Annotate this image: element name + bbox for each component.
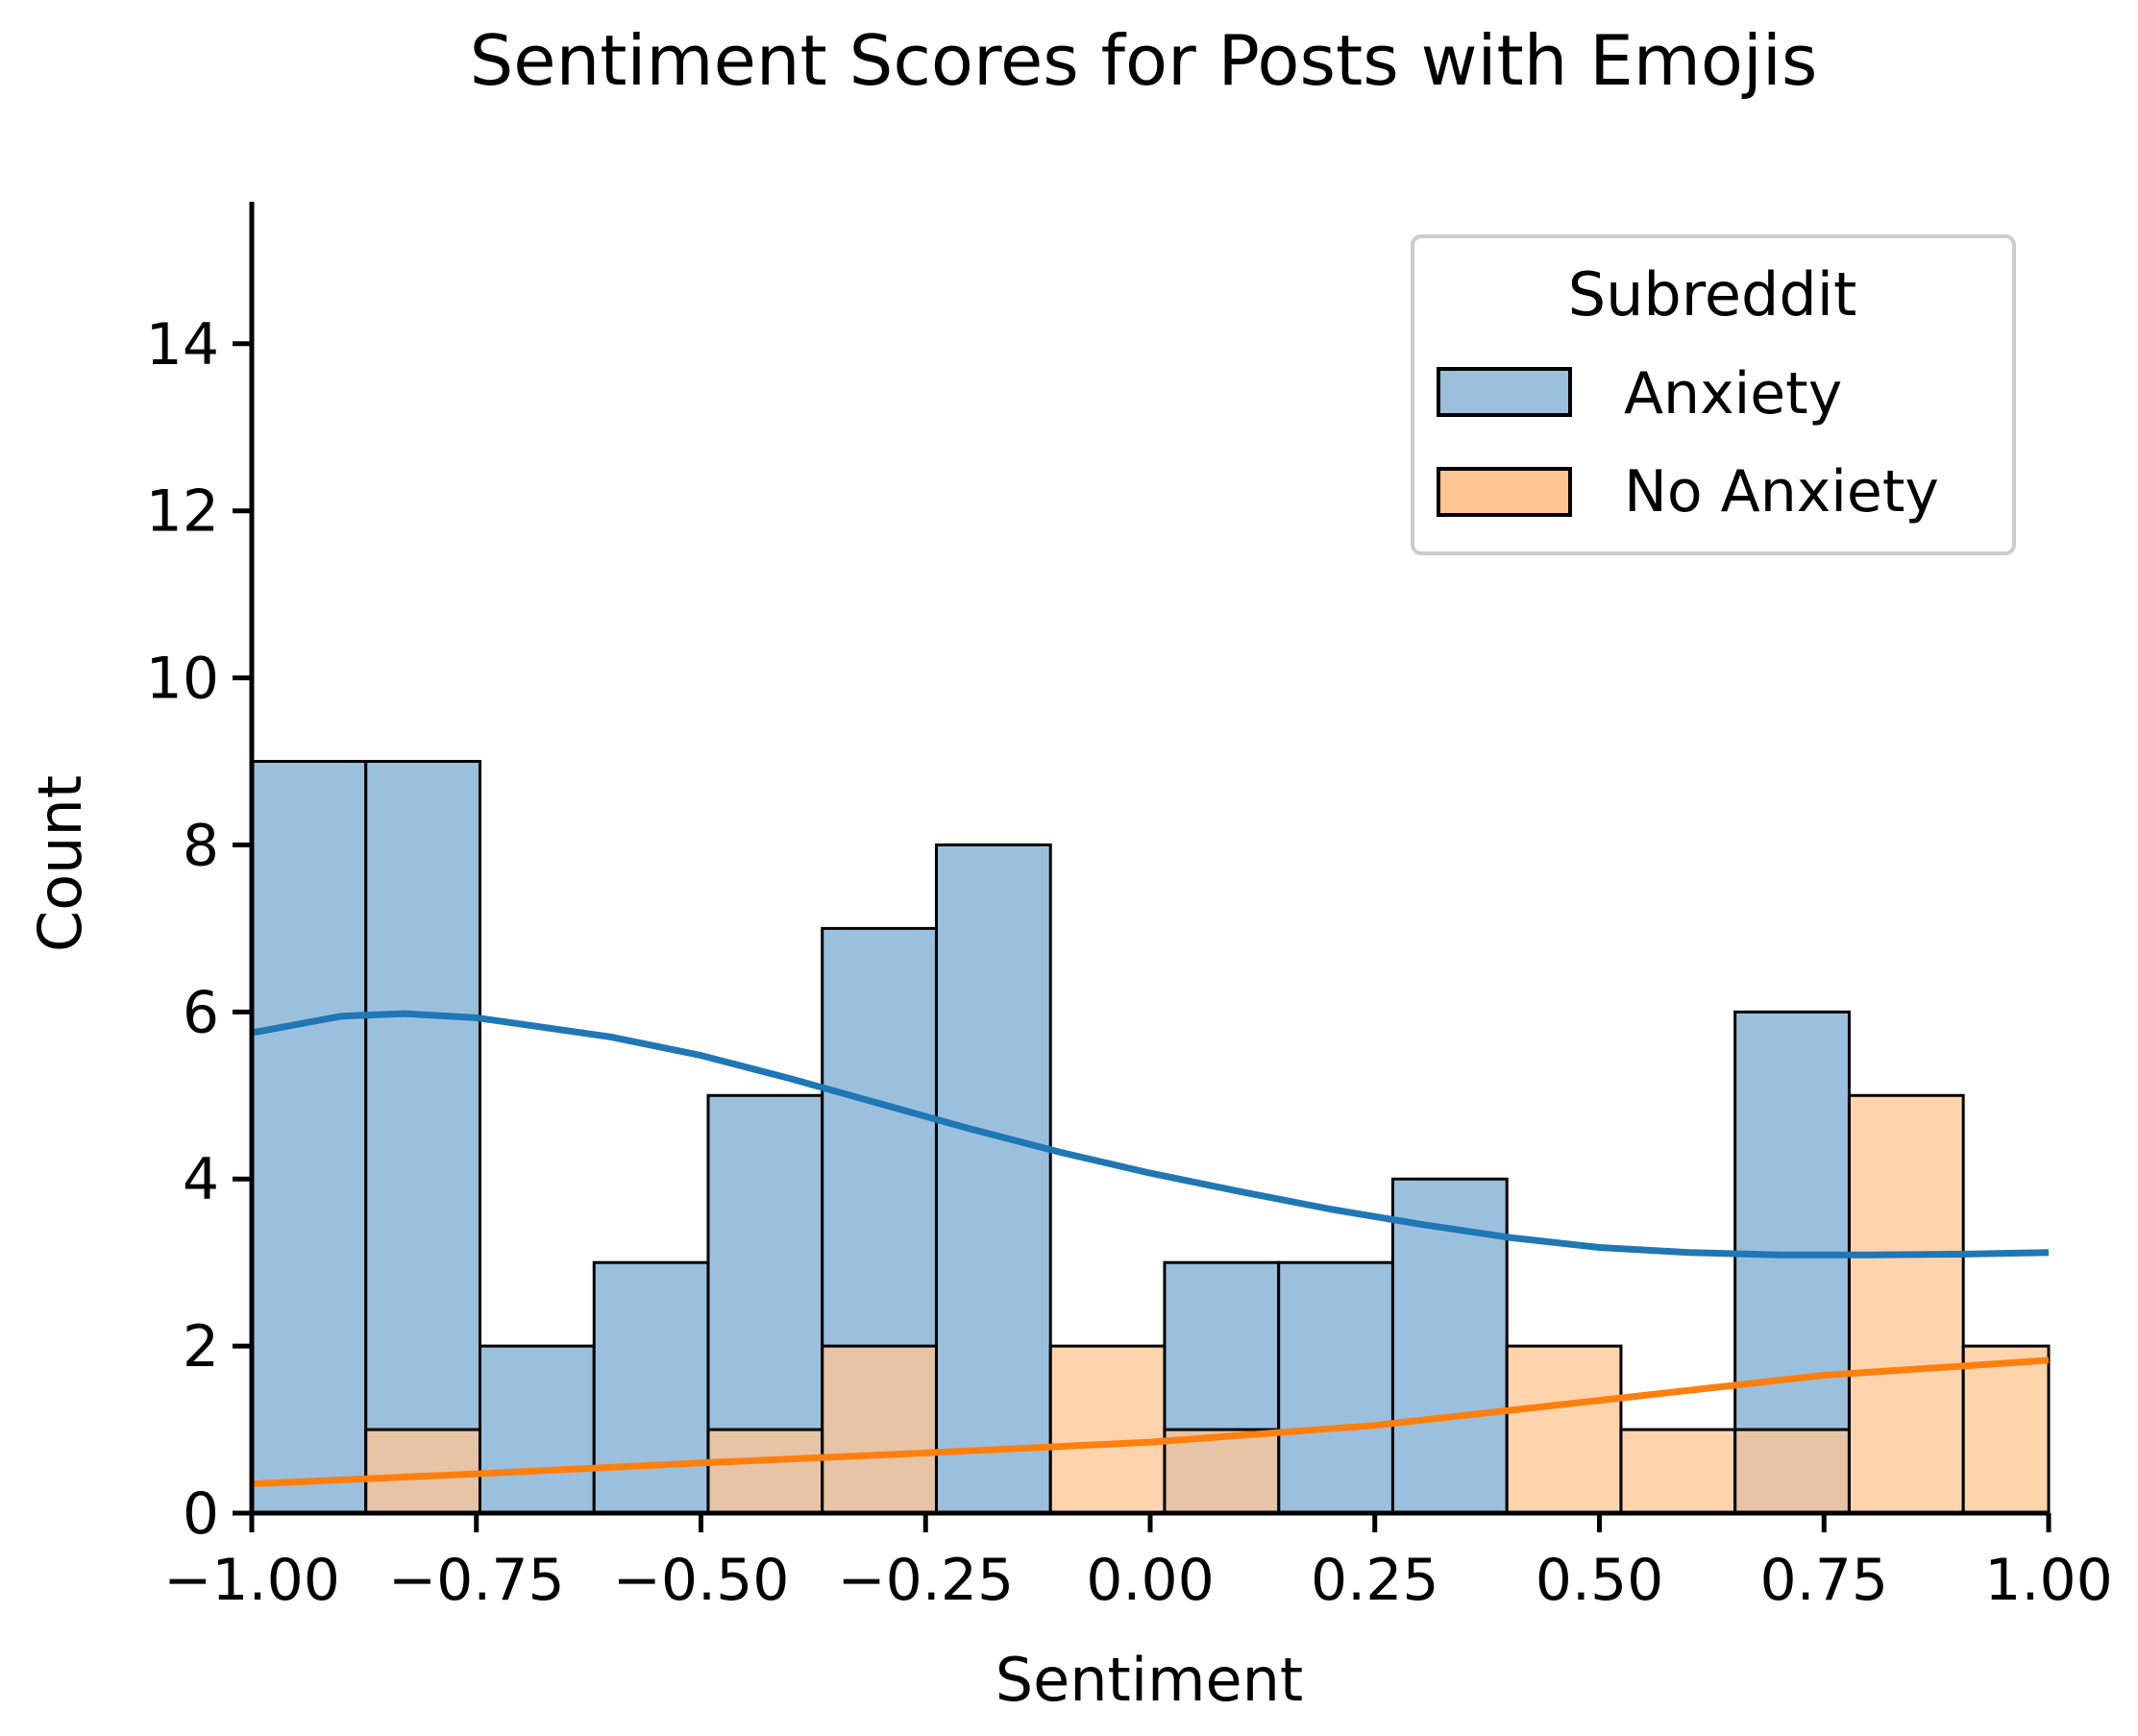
histogram-bar (1048, 1344, 1167, 1515)
kde-curves (251, 1010, 2050, 1488)
kde-line (251, 1357, 2050, 1488)
y-tick-label: 6 (183, 979, 219, 1046)
y-tick-label: 2 (183, 1313, 219, 1381)
x-tick-label: 0.25 (1311, 1547, 1439, 1614)
histogram-bar (934, 843, 1052, 1515)
histogram-bar (1619, 1428, 1737, 1515)
y-tick-label: 12 (146, 478, 219, 546)
x-tick-label: −0.50 (613, 1547, 790, 1614)
histogram-bar (592, 1260, 710, 1515)
x-tick-label: 0.75 (1759, 1547, 1888, 1614)
y-tick-label: 10 (146, 646, 219, 713)
histogram-bar (1163, 1428, 1281, 1515)
legend-label-anxiety: Anxiety (1624, 360, 1842, 428)
bars-no-anxiety (364, 1093, 2051, 1515)
histogram-bar (706, 1428, 824, 1515)
x-axis-label: Sentiment (995, 1645, 1303, 1715)
x-tick-label: 0.00 (1086, 1547, 1215, 1614)
y-tick-label: 4 (183, 1146, 219, 1213)
histogram-bar (821, 1344, 938, 1515)
x-tick-label: −0.75 (388, 1547, 565, 1614)
histogram-bar (1961, 1344, 2051, 1515)
y-axis-ticks: 0 2 4 6 8 10 12 14 (146, 311, 252, 1548)
x-axis-ticks: −1.00 −0.75 −0.50 −0.25 0.00 0.25 0.50 0.75 1.00 (163, 1513, 2113, 1614)
histogram-bar (478, 1344, 596, 1515)
legend-swatch-anxiety (1437, 367, 1572, 417)
y-tick-label: 0 (183, 1480, 219, 1548)
legend-title: Subreddit (1568, 259, 1857, 330)
legend-swatch-no-anxiety (1437, 467, 1572, 517)
x-tick-label: 1.00 (1984, 1547, 2113, 1614)
y-tick-label: 14 (146, 311, 219, 379)
y-tick-label: 8 (183, 812, 219, 879)
histogram-bar (250, 760, 368, 1515)
histogram-bar (1847, 1093, 1965, 1515)
histogram-bar (1733, 1428, 1851, 1515)
y-axis-label: Count (25, 775, 95, 952)
histogram-bar (364, 760, 481, 1515)
legend: Subreddit Anxiety No Anxiety (1411, 234, 2016, 555)
legend-label-no-anxiety: No Anxiety (1624, 458, 1939, 526)
x-tick-label: −0.25 (837, 1547, 1014, 1614)
kde-line (251, 1010, 2050, 1259)
histogram-bar (1505, 1344, 1623, 1515)
x-tick-label: 0.50 (1536, 1547, 1664, 1614)
x-tick-label: −1.00 (163, 1547, 340, 1614)
histogram-bar (1277, 1260, 1394, 1515)
chart-title: Sentiment Scores for Posts with Emojis (470, 20, 1818, 101)
